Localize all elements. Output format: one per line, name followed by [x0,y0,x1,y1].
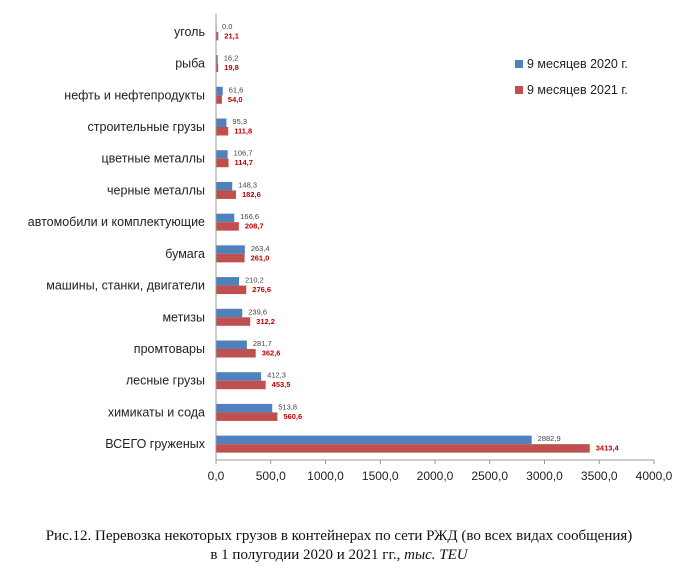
category-label: лесные грузы [126,374,205,388]
legend-swatch-2020 [515,60,523,68]
legend-label-2021: 9 месяцев 2021 г. [527,83,628,97]
bar-2020 [216,435,532,445]
x-tick-label: 3000,0 [526,469,563,483]
category-label: автомобили и комплектующие [28,215,205,229]
data-label-2020: 2882,9 [538,434,561,443]
data-label-2020: 0,0 [222,22,232,31]
data-label-2020: 263,4 [251,244,270,253]
legend: 9 месяцев 2020 г. 9 месяцев 2021 г. [515,57,628,97]
category-label: рыба [175,57,205,71]
category-label: уголь [174,25,205,39]
bar-2021 [216,444,590,453]
x-tick-label: 500,0 [256,469,286,483]
caption-unit: тыс. TEU [404,547,468,563]
bar-2021 [216,349,256,358]
data-label-2021: 362,6 [262,349,281,358]
category-label: промтовары [134,342,205,356]
data-label-2020: 148,3 [238,180,257,189]
data-label-2021: 182,6 [242,190,261,199]
bar-2020 [216,181,233,191]
x-tick-label: 1500,0 [362,469,399,483]
caption-line-2-text: в 1 полугодии 2020 и 2021 гг., [210,547,405,563]
bar-2021 [216,253,245,263]
bar-2021 [216,285,247,295]
bar-2020 [216,245,245,254]
data-label-2021: 114,7 [235,158,253,167]
caption-line-1: Рис.12. Перевозка некоторых грузов в кон… [45,528,633,544]
x-ticks-layer: 0,0 500,0 1000,0 1500,0 2000,0 2500,0 3000,0 35… [208,460,673,483]
data-label-2021: 21,1 [224,31,239,40]
bar-2020 [216,403,273,413]
bar-2021 [216,63,219,73]
x-tick-label: 0,0 [208,469,225,483]
data-label-2021: 208,7 [245,222,264,231]
bar-2020 [216,86,223,96]
bar-2021 [216,95,222,104]
x-tick-label: 1000,0 [307,469,344,483]
bar-2020 [216,150,228,159]
data-label-2021: 261,0 [251,253,270,262]
data-label-2021: 453,5 [272,380,291,389]
x-tick-label: 2500,0 [471,469,508,483]
bar-2021 [216,31,219,41]
bar-2021 [216,190,236,199]
data-label-2020: 281,7 [253,339,272,348]
category-label: метизы [162,310,205,324]
data-label-2020: 16,2 [224,54,239,63]
bar-2021 [216,222,239,231]
data-label-2020: 210,2 [245,276,264,285]
category-label: строительные грузы [88,120,205,134]
bar-2020 [216,340,247,349]
bar-2021 [216,380,266,390]
bar-2020 [216,213,235,223]
labels-layer: уголь 0,021,1 рыба 16,219,8 нефть и нефтепро… [28,22,620,453]
category-label: химикаты и сода [108,405,205,419]
data-label-2021: 276,6 [252,285,271,294]
data-label-2021: 560,6 [283,412,302,421]
bar-2020 [216,55,218,64]
bar-2020 [216,372,262,381]
x-tick-label: 2000,0 [417,469,454,483]
bar-2021 [216,412,278,421]
bar-2021 [216,127,229,136]
data-label-2020: 61,6 [229,85,244,94]
category-label: машины, станки, двигатели [46,279,205,293]
bars-layer [216,23,590,453]
figure-caption: Рис.12. Перевозка некоторых грузов в кон… [0,527,678,565]
bar-2021 [216,158,229,168]
data-label-2020: 513,8 [278,402,297,411]
data-label-2020: 95,3 [232,117,247,126]
data-label-2020: 166,6 [240,212,259,221]
caption-line-2: в 1 полугодии 2020 и 2021 гг., тыс. TEU [0,546,678,565]
bar-2021 [216,317,251,326]
category-label: бумага [165,247,205,261]
bar-2020 [216,308,243,318]
data-label-2021: 19,8 [224,63,239,72]
data-label-2020: 106,7 [234,149,253,158]
data-label-2021: 54,0 [228,95,243,104]
data-label-2020: 239,6 [248,307,267,316]
category-label: нефть и нефтепродукты [64,88,205,102]
legend-label-2020: 9 месяцев 2020 г. [527,57,628,71]
category-label: черные металлы [107,183,205,197]
x-tick-label: 4000,0 [636,469,673,483]
bar-2020 [216,118,227,127]
data-label-2021: 312,2 [256,317,275,326]
bar-2020 [216,277,240,286]
legend-swatch-2021 [515,86,523,94]
category-label: ВСЕГО груженых [105,437,206,451]
category-label: цветные металлы [102,152,205,166]
data-label-2021: 3413,4 [596,444,620,453]
data-label-2021: 111,8 [234,127,252,136]
x-tick-label: 3500,0 [581,469,618,483]
data-label-2020: 412,3 [267,371,286,380]
